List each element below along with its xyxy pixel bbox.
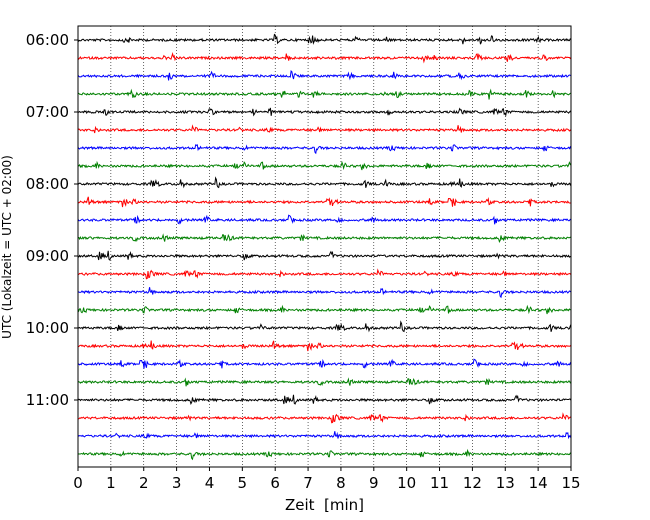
y-axis-ticks: 06:00 07:00 08:00 09:00 10:00 11:00 <box>26 31 78 409</box>
trace-row-15 <box>77 304 572 315</box>
x-axis-label: Zeit [min] <box>285 496 364 514</box>
trace-row-3 <box>77 88 572 100</box>
x-tick-label-6: 6 <box>270 474 280 492</box>
y-axis-label: UTC (Lokalzeit = UTC + 02:00) <box>0 155 14 339</box>
y-tick-label-5: 11:00 <box>26 391 69 409</box>
y-tick-label-2: 08:00 <box>26 175 69 193</box>
trace-row-23 <box>77 448 572 461</box>
x-tick-label-15: 15 <box>561 474 580 492</box>
x-tick-label-1: 1 <box>106 474 116 492</box>
trace-row-20 <box>77 394 572 405</box>
x-tick-label-8: 8 <box>336 474 346 492</box>
x-tick-label-0: 0 <box>73 474 83 492</box>
trace-row-4 <box>77 107 572 117</box>
y-tick-label-4: 10:00 <box>26 319 69 337</box>
x-tick-label-11: 11 <box>430 474 449 492</box>
x-tick-label-2: 2 <box>139 474 149 492</box>
trace-row-14 <box>77 287 572 299</box>
trace-row-2 <box>77 70 572 81</box>
x-tick-label-9: 9 <box>369 474 379 492</box>
x-tick-label-10: 10 <box>397 474 416 492</box>
x-tick-label-4: 4 <box>205 474 215 492</box>
trace-row-6 <box>77 144 572 155</box>
trace-row-0 <box>77 33 571 45</box>
y-tick-label-3: 09:00 <box>26 247 69 265</box>
trace-lines <box>77 33 572 461</box>
trace-row-10 <box>77 214 572 225</box>
y-tick-label-1: 07:00 <box>26 103 69 121</box>
y-tick-label-0: 06:00 <box>26 31 69 49</box>
trace-row-13 <box>78 268 572 280</box>
trace-row-7 <box>77 160 572 171</box>
trace-row-21 <box>77 412 572 424</box>
trace-row-17 <box>77 340 572 352</box>
trace-row-8 <box>77 176 572 189</box>
trace-row-11 <box>77 233 571 243</box>
trace-row-5 <box>77 124 572 134</box>
trace-row-1 <box>77 51 572 64</box>
x-tick-label-3: 3 <box>172 474 182 492</box>
trace-row-18 <box>77 358 572 369</box>
trace-row-12 <box>77 250 572 261</box>
trace-row-19 <box>77 377 572 387</box>
x-tick-label-14: 14 <box>529 474 548 492</box>
trace-row-9 <box>77 196 571 208</box>
x-axis-ticks: 0 1 2 3 4 5 6 7 8 9 10 11 12 13 14 15 <box>73 467 581 492</box>
plot-frame <box>77 25 572 468</box>
x-tick-label-5: 5 <box>238 474 248 492</box>
trace-row-16 <box>77 320 572 333</box>
trace-row-22 <box>77 431 572 440</box>
x-tick-label-13: 13 <box>496 474 515 492</box>
x-tick-label-12: 12 <box>463 474 482 492</box>
x-tick-label-7: 7 <box>303 474 313 492</box>
